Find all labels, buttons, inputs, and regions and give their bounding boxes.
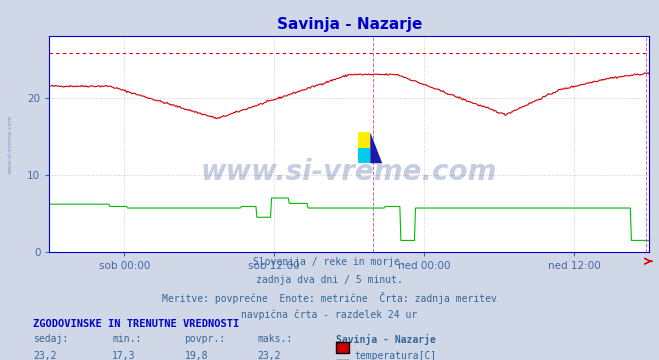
Text: www.si-vreme.com: www.si-vreme.com (8, 114, 13, 174)
Bar (358, 132, 370, 148)
Text: zadnja dva dni / 5 minut.: zadnja dva dni / 5 minut. (256, 275, 403, 285)
Text: min.:: min.: (112, 334, 142, 344)
Text: 17,3: 17,3 (112, 351, 136, 360)
Text: 19,8: 19,8 (185, 351, 208, 360)
Polygon shape (370, 132, 382, 163)
Text: Meritve: povprečne  Enote: metrične  Črta: zadnja meritev: Meritve: povprečne Enote: metrične Črta:… (162, 292, 497, 304)
Bar (358, 148, 370, 163)
Text: navpična črta - razdelek 24 ur: navpična črta - razdelek 24 ur (241, 309, 418, 320)
Text: www.si-vreme.com: www.si-vreme.com (201, 158, 498, 186)
Text: temperatura[C]: temperatura[C] (355, 351, 437, 360)
Text: 23,2: 23,2 (33, 351, 57, 360)
Text: sedaj:: sedaj: (33, 334, 68, 344)
Text: povpr.:: povpr.: (185, 334, 225, 344)
Text: Slovenija / reke in morje.: Slovenija / reke in morje. (253, 257, 406, 267)
Text: 23,2: 23,2 (257, 351, 281, 360)
Title: Savinja - Nazarje: Savinja - Nazarje (277, 17, 422, 32)
Text: maks.:: maks.: (257, 334, 292, 344)
Text: Savinja - Nazarje: Savinja - Nazarje (336, 334, 436, 345)
Text: ZGODOVINSKE IN TRENUTNE VREDNOSTI: ZGODOVINSKE IN TRENUTNE VREDNOSTI (33, 319, 239, 329)
